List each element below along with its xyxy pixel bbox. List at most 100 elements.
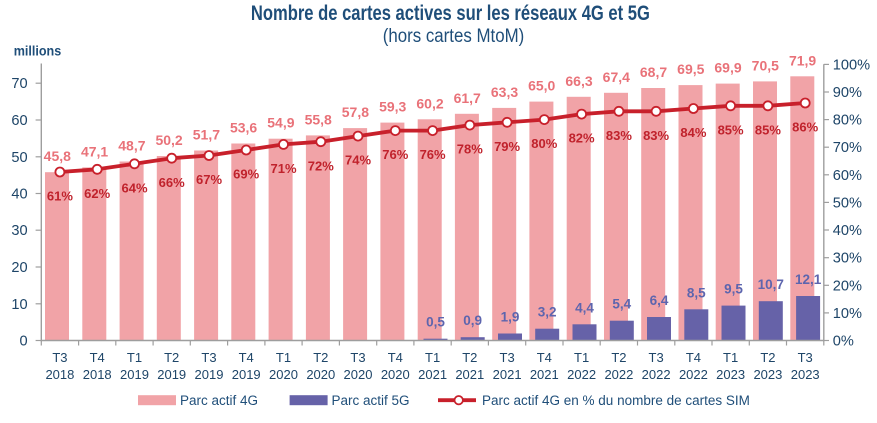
svg-text:45,8: 45,8: [44, 148, 71, 164]
svg-text:T4: T4: [686, 350, 701, 365]
svg-text:69%: 69%: [233, 167, 259, 182]
svg-text:71%: 71%: [270, 161, 296, 176]
svg-text:82%: 82%: [569, 131, 595, 146]
svg-text:T3: T3: [52, 350, 67, 365]
svg-text:84%: 84%: [680, 125, 706, 140]
svg-text:0,9: 0,9: [463, 313, 482, 328]
svg-text:10%: 10%: [833, 306, 862, 322]
svg-text:2019: 2019: [195, 367, 224, 382]
svg-text:69,9: 69,9: [714, 60, 741, 76]
svg-text:83%: 83%: [606, 128, 632, 143]
svg-text:66,3: 66,3: [565, 73, 592, 89]
svg-text:T4: T4: [537, 350, 552, 365]
svg-text:80%: 80%: [531, 136, 557, 151]
svg-text:60: 60: [11, 113, 27, 129]
svg-text:T2: T2: [313, 350, 328, 365]
svg-text:T3: T3: [649, 350, 664, 365]
svg-text:(hors cartes MtoM): (hors cartes MtoM): [383, 26, 525, 47]
svg-text:2018: 2018: [83, 367, 112, 382]
svg-text:T2: T2: [611, 350, 626, 365]
svg-text:67%: 67%: [196, 172, 222, 187]
svg-text:2023: 2023: [791, 367, 820, 382]
svg-text:30: 30: [11, 223, 27, 239]
svg-text:Parc actif 4G: Parc actif 4G: [180, 393, 258, 408]
svg-text:1,9: 1,9: [501, 310, 520, 325]
svg-text:72%: 72%: [308, 158, 334, 173]
svg-text:2022: 2022: [604, 367, 633, 382]
svg-text:T1: T1: [425, 350, 440, 365]
svg-text:T3: T3: [500, 350, 515, 365]
svg-text:T1: T1: [574, 350, 589, 365]
svg-text:50,2: 50,2: [155, 132, 182, 148]
svg-text:Nombre de cartes actives sur l: Nombre de cartes actives sur les réseaux…: [251, 2, 650, 25]
svg-text:80%: 80%: [833, 113, 862, 129]
svg-text:2020: 2020: [344, 367, 373, 382]
svg-text:5,4: 5,4: [612, 297, 631, 312]
svg-text:60,2: 60,2: [416, 95, 443, 111]
svg-text:48,7: 48,7: [118, 138, 145, 154]
svg-text:61,7: 61,7: [454, 90, 481, 106]
svg-text:8,5: 8,5: [687, 285, 706, 300]
svg-text:9,5: 9,5: [724, 282, 743, 297]
svg-text:86%: 86%: [792, 120, 818, 135]
svg-text:2020: 2020: [381, 367, 410, 382]
svg-text:2021: 2021: [418, 367, 447, 382]
svg-text:T2: T2: [760, 350, 775, 365]
svg-text:66%: 66%: [159, 175, 185, 190]
svg-text:T2: T2: [462, 350, 477, 365]
svg-text:10: 10: [11, 297, 27, 313]
svg-text:47,1: 47,1: [81, 143, 108, 159]
svg-text:T4: T4: [388, 350, 403, 365]
svg-text:60%: 60%: [833, 168, 862, 184]
svg-text:59,3: 59,3: [379, 99, 406, 115]
svg-text:76%: 76%: [420, 147, 446, 162]
svg-text:T3: T3: [201, 350, 216, 365]
svg-text:76%: 76%: [382, 147, 408, 162]
svg-text:54,9: 54,9: [267, 115, 294, 131]
svg-text:50: 50: [11, 150, 27, 166]
svg-text:T2: T2: [164, 350, 179, 365]
svg-text:20%: 20%: [833, 278, 862, 294]
svg-text:2020: 2020: [306, 367, 335, 382]
svg-text:64%: 64%: [121, 180, 147, 195]
svg-text:2023: 2023: [716, 367, 745, 382]
svg-text:10,7: 10,7: [758, 277, 784, 292]
svg-text:30%: 30%: [833, 251, 862, 267]
svg-text:T4: T4: [90, 350, 105, 365]
svg-text:65,0: 65,0: [528, 78, 555, 94]
svg-text:T1: T1: [127, 350, 142, 365]
svg-text:2022: 2022: [679, 367, 708, 382]
svg-text:Parc actif 5G: Parc actif 5G: [332, 393, 410, 408]
svg-text:55,8: 55,8: [305, 111, 332, 127]
svg-text:20: 20: [11, 260, 27, 276]
svg-text:70: 70: [11, 76, 27, 92]
svg-text:68,7: 68,7: [640, 64, 667, 80]
svg-text:79%: 79%: [494, 139, 520, 154]
svg-text:3,2: 3,2: [538, 305, 557, 320]
svg-text:T3: T3: [350, 350, 365, 365]
svg-text:51,7: 51,7: [193, 127, 220, 143]
svg-text:2019: 2019: [157, 367, 186, 382]
svg-text:T4: T4: [239, 350, 254, 365]
svg-text:6,4: 6,4: [650, 293, 669, 308]
svg-text:70%: 70%: [833, 140, 862, 156]
svg-text:T3: T3: [798, 350, 813, 365]
svg-text:2019: 2019: [120, 367, 149, 382]
svg-text:71,9: 71,9: [789, 52, 816, 68]
svg-text:90%: 90%: [833, 85, 862, 101]
svg-text:83%: 83%: [643, 128, 669, 143]
svg-text:2019: 2019: [232, 367, 261, 382]
svg-text:85%: 85%: [718, 122, 744, 137]
svg-text:2022: 2022: [642, 367, 671, 382]
svg-text:2022: 2022: [567, 367, 596, 382]
svg-text:100%: 100%: [833, 57, 870, 73]
svg-text:0,5: 0,5: [426, 315, 445, 330]
svg-text:0%: 0%: [833, 334, 854, 350]
svg-text:2021: 2021: [493, 367, 522, 382]
svg-text:78%: 78%: [457, 142, 483, 157]
svg-text:2021: 2021: [455, 367, 484, 382]
svg-text:T1: T1: [276, 350, 291, 365]
svg-text:85%: 85%: [755, 122, 781, 137]
svg-text:63,3: 63,3: [491, 84, 518, 100]
svg-text:67,4: 67,4: [603, 69, 630, 85]
